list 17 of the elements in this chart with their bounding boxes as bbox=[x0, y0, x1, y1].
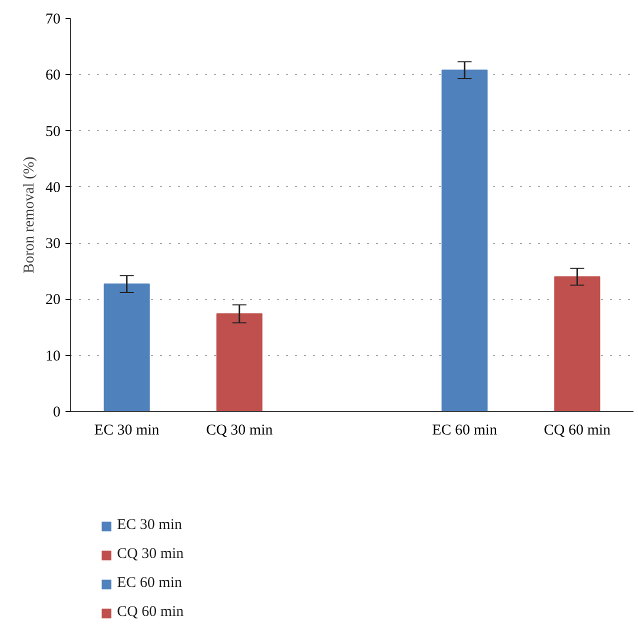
x-tick-label: CQ 60 min bbox=[544, 422, 612, 438]
y-tick-label: 10 bbox=[46, 348, 60, 364]
y-tick-label: 30 bbox=[46, 236, 60, 252]
legend-label: CQ 60 min bbox=[117, 604, 184, 621]
y-tick-label: 40 bbox=[46, 180, 60, 196]
legend-label: EC 30 min bbox=[117, 517, 182, 534]
x-tick-label: CQ 30 min bbox=[206, 422, 274, 438]
y-tick-label: 60 bbox=[46, 68, 60, 84]
y-tick-label: 20 bbox=[46, 292, 60, 308]
y-tick-label: 70 bbox=[46, 12, 60, 28]
x-tick-label: EC 30 min bbox=[94, 422, 160, 438]
legend-label: EC 60 min bbox=[117, 575, 182, 592]
x-tick-label: EC 60 min bbox=[432, 422, 498, 438]
y-axis-title: Boron removal (%) bbox=[22, 156, 38, 274]
legend-label: CQ 30 min bbox=[117, 546, 184, 563]
y-tick-label: 0 bbox=[53, 404, 60, 420]
y-tick-label: 50 bbox=[46, 124, 60, 140]
